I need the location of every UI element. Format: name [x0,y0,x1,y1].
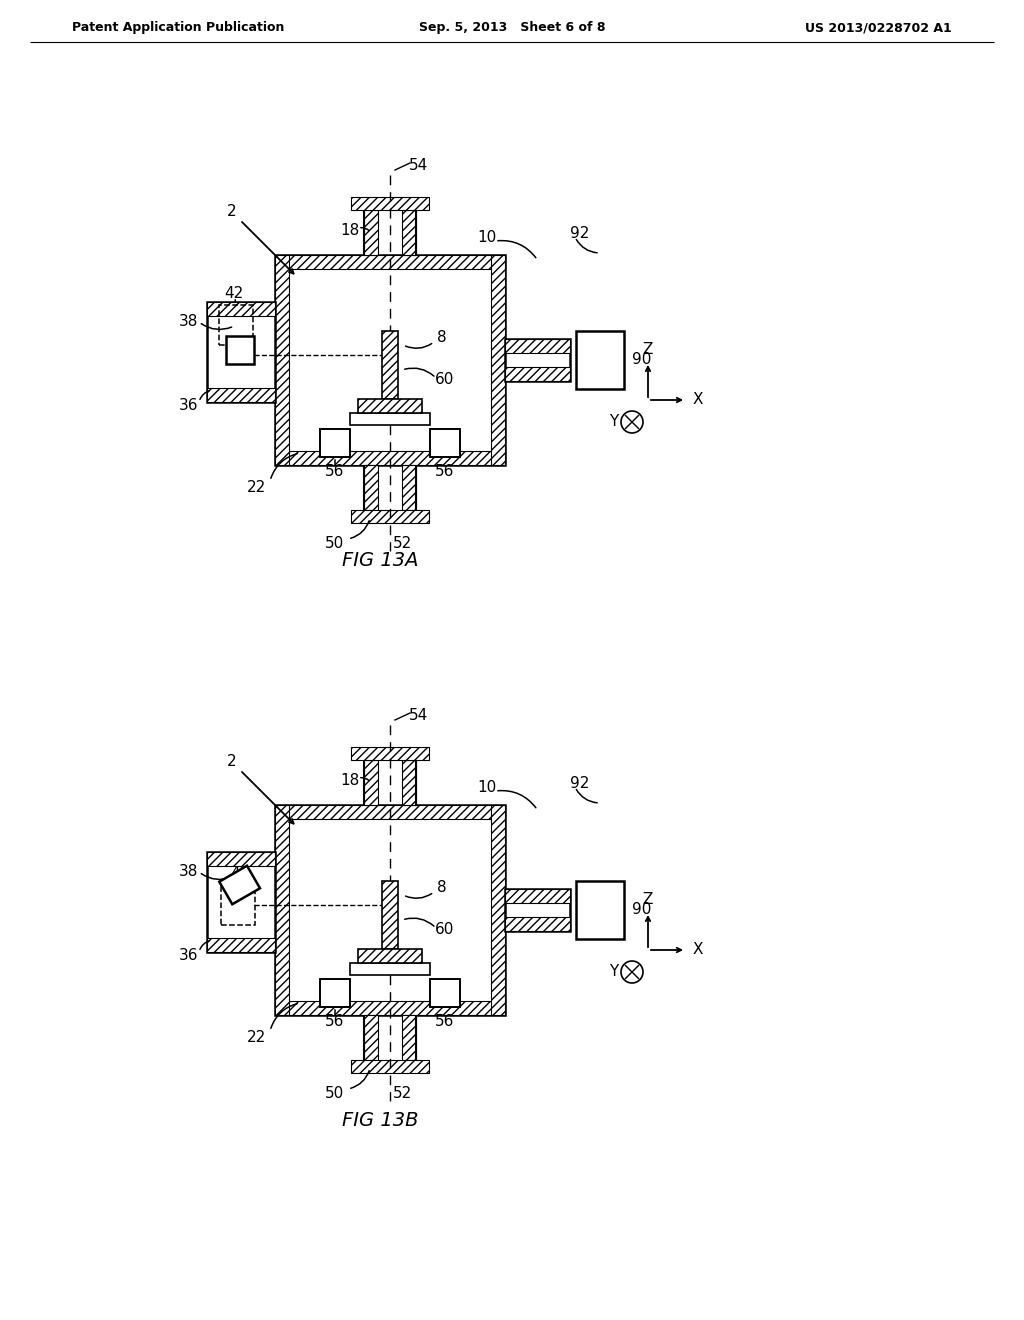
Bar [364,1015,378,1060]
Text: 38: 38 [179,314,199,330]
Bar [430,979,460,1007]
Text: 92: 92 [570,226,590,240]
Bar [220,887,255,925]
Text: 56: 56 [435,1014,455,1028]
Bar [275,255,289,465]
Text: X: X [693,942,703,957]
Text: 8: 8 [437,330,446,346]
Bar [430,429,460,457]
Bar [207,851,275,952]
Bar [364,210,378,255]
Polygon shape [219,866,260,904]
Text: Y: Y [609,965,618,979]
Text: 52: 52 [392,1085,412,1101]
Text: 42: 42 [224,285,244,301]
Bar [505,367,570,381]
Bar [575,331,624,389]
Text: Z: Z [643,892,653,908]
Bar [351,197,429,210]
Text: 36: 36 [179,948,199,962]
Text: 60: 60 [435,923,455,937]
Text: 10: 10 [477,780,497,795]
Bar [505,888,570,931]
Text: 38: 38 [179,865,199,879]
Text: 22: 22 [248,479,266,495]
Bar [505,339,570,352]
Text: 50: 50 [326,1085,345,1101]
Bar [351,1060,429,1073]
Text: Patent Application Publication: Patent Application Publication [72,21,285,34]
Bar [402,465,416,510]
Text: 22: 22 [248,1030,266,1044]
Bar [402,210,416,255]
Bar [275,805,505,818]
Bar [575,880,624,939]
Text: FIG 13A: FIG 13A [342,550,418,569]
Bar [358,399,422,413]
Text: 54: 54 [409,157,428,173]
Text: 8: 8 [437,880,446,895]
Text: 36: 36 [179,397,199,412]
Bar [490,255,505,465]
Bar [275,805,505,1015]
Bar [350,413,430,425]
Bar [275,255,505,269]
Text: 56: 56 [435,463,455,479]
Bar [275,255,505,465]
Bar [505,888,570,903]
Circle shape [621,411,643,433]
Bar [364,465,378,510]
Bar [319,429,350,457]
Bar [275,451,505,465]
Bar [207,302,275,315]
Bar [382,331,398,399]
Bar [358,949,422,964]
Bar [275,805,289,1015]
Bar [402,760,416,805]
Bar [207,388,275,403]
Text: 18: 18 [340,223,359,238]
Text: Z: Z [643,342,653,358]
Bar [207,851,275,866]
Bar [351,747,429,760]
Text: 60: 60 [435,372,455,388]
Text: 52: 52 [392,536,412,550]
Bar [364,760,378,805]
Bar [490,805,505,1015]
Bar [225,337,254,364]
Circle shape [621,961,643,983]
Bar [505,917,570,931]
Bar [402,1015,416,1060]
Text: Y: Y [609,414,618,429]
Text: Sep. 5, 2013   Sheet 6 of 8: Sep. 5, 2013 Sheet 6 of 8 [419,21,605,34]
Text: 90: 90 [632,903,651,917]
Bar [207,302,275,403]
Bar [351,510,429,523]
Text: 56: 56 [326,1014,345,1028]
Bar [275,1001,505,1015]
Text: 2: 2 [227,205,237,219]
Text: 92: 92 [570,776,590,791]
Text: 50: 50 [326,536,345,550]
Text: 10: 10 [477,230,497,244]
Text: US 2013/0228702 A1: US 2013/0228702 A1 [805,21,952,34]
Text: 2: 2 [227,755,237,770]
Bar [319,979,350,1007]
Text: 54: 54 [409,708,428,722]
Text: 18: 18 [340,772,359,788]
Bar [350,964,430,975]
Text: 56: 56 [326,463,345,479]
Text: X: X [693,392,703,408]
Text: 42: 42 [230,866,249,880]
Bar [505,339,570,381]
Text: FIG 13B: FIG 13B [342,1110,418,1130]
Bar [382,880,398,949]
Bar [207,939,275,952]
Bar [219,305,253,345]
Text: 90: 90 [632,352,651,367]
